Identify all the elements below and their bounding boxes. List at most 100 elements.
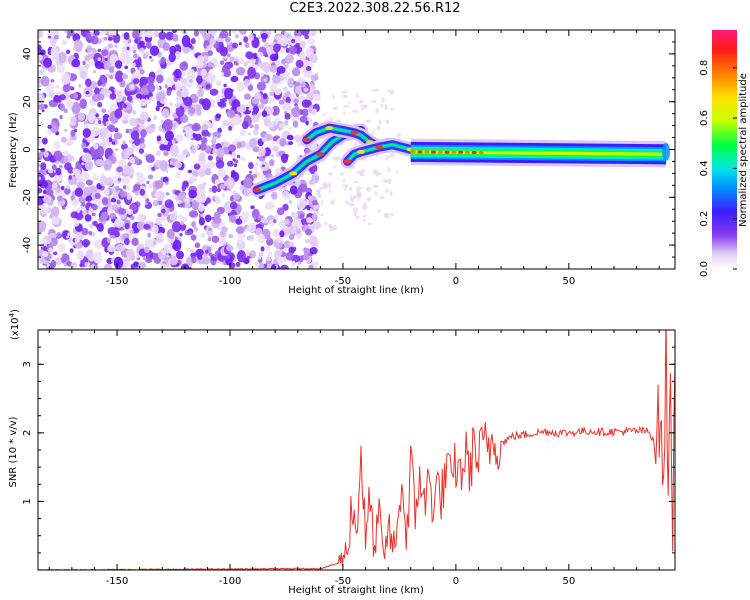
noise-speck [312, 221, 321, 230]
noise-speck [114, 148, 119, 151]
noise-speck [236, 66, 246, 76]
signal-hotspot [458, 150, 464, 154]
noise-speck [378, 172, 382, 175]
noise-speck [38, 30, 44, 39]
noise-speck [255, 162, 259, 166]
noise-speck [233, 163, 238, 167]
noise-speck [208, 227, 212, 232]
noise-speck [69, 248, 74, 254]
noise-speck [55, 95, 62, 104]
noise-speck [244, 249, 251, 257]
signal-hotspot [350, 130, 359, 135]
signal-hotspot [375, 145, 384, 150]
noise-speck [187, 68, 195, 78]
noise-speck [50, 37, 57, 47]
noise-speck [215, 97, 221, 103]
noise-speck [147, 183, 154, 189]
noise-speck [268, 251, 273, 256]
noise-speck [209, 37, 216, 46]
noise-speck [182, 149, 189, 156]
noise-speck [174, 102, 181, 109]
noise-speck [196, 75, 203, 84]
noise-speck [175, 105, 185, 117]
noise-speck [279, 264, 289, 269]
noise-speck [124, 237, 130, 246]
noise-speck [193, 163, 201, 170]
noise-speck [92, 251, 102, 264]
noise-speck [52, 30, 60, 37]
noise-speck [146, 30, 154, 38]
noise-speck [164, 84, 168, 89]
noise-speck [377, 209, 381, 213]
noise-speck [257, 255, 261, 260]
noise-speck [237, 58, 245, 65]
noise-speck [46, 189, 54, 198]
noise-speck [233, 192, 241, 201]
noise-speck [376, 88, 379, 92]
signal-flare [662, 142, 670, 161]
noise-speck [310, 74, 319, 82]
x-tick-label: -100 [219, 276, 242, 287]
colorbar-tick-label: 0.4 [699, 160, 710, 176]
noise-speck [172, 34, 179, 42]
noise-speck [64, 187, 71, 195]
x-tick-label: -100 [219, 576, 242, 587]
y-tick-label: 3 [22, 361, 33, 367]
noise-speck [198, 168, 206, 178]
noise-speck [261, 217, 269, 224]
noise-speck [135, 171, 143, 178]
noise-speck [210, 30, 218, 36]
signal-hotspot [437, 150, 443, 154]
noise-speck [279, 35, 289, 47]
noise-speck [112, 30, 119, 36]
noise-speck [174, 51, 181, 60]
noise-speck [61, 185, 65, 191]
noise-speck [312, 93, 321, 102]
noise-speck [219, 60, 225, 65]
noise-speck [139, 69, 145, 75]
noise-speck [194, 242, 201, 249]
noise-field [38, 30, 401, 269]
spectrogram-panel: -150 -100 -50 0 50 -40 -20 0 20 40 Height of str… [8, 29, 676, 296]
noise-speck [357, 199, 360, 202]
noise-speck [83, 186, 91, 197]
noise-speck [165, 192, 170, 196]
noise-speck [123, 115, 129, 121]
noise-speck [353, 211, 358, 217]
noise-speck [40, 162, 47, 171]
noise-speck [83, 154, 90, 162]
noise-speck [214, 179, 221, 185]
noise-speck [198, 217, 205, 226]
noise-speck [184, 126, 193, 135]
noise-speck [381, 97, 385, 103]
noise-speck [215, 159, 225, 169]
noise-speck [383, 212, 390, 219]
noise-speck [390, 152, 396, 158]
noise-speck [116, 199, 121, 205]
noise-speck [263, 118, 271, 127]
noise-speck [48, 91, 55, 98]
noise-speck [227, 160, 234, 167]
noise-speck [155, 84, 160, 89]
colorbar-tick-label: 0.0 [699, 261, 710, 277]
x-tick-label: 50 [562, 576, 575, 587]
noise-speck [285, 96, 291, 104]
noise-speck [354, 142, 357, 147]
noise-speck [105, 73, 111, 78]
noise-speck [43, 246, 47, 250]
noise-speck [38, 163, 41, 168]
noise-speck [179, 61, 188, 71]
noise-speck [172, 244, 177, 250]
noise-speck [67, 232, 71, 237]
noise-speck [305, 228, 312, 236]
noise-speck [390, 107, 394, 111]
noise-speck [166, 228, 175, 239]
noise-speck [189, 175, 198, 183]
noise-speck [284, 120, 289, 126]
noise-speck [89, 223, 93, 229]
noise-speck [192, 132, 197, 138]
noise-speck [252, 63, 256, 68]
noise-speck [117, 177, 122, 182]
noise-speck [114, 218, 123, 227]
noise-speck [112, 33, 121, 44]
